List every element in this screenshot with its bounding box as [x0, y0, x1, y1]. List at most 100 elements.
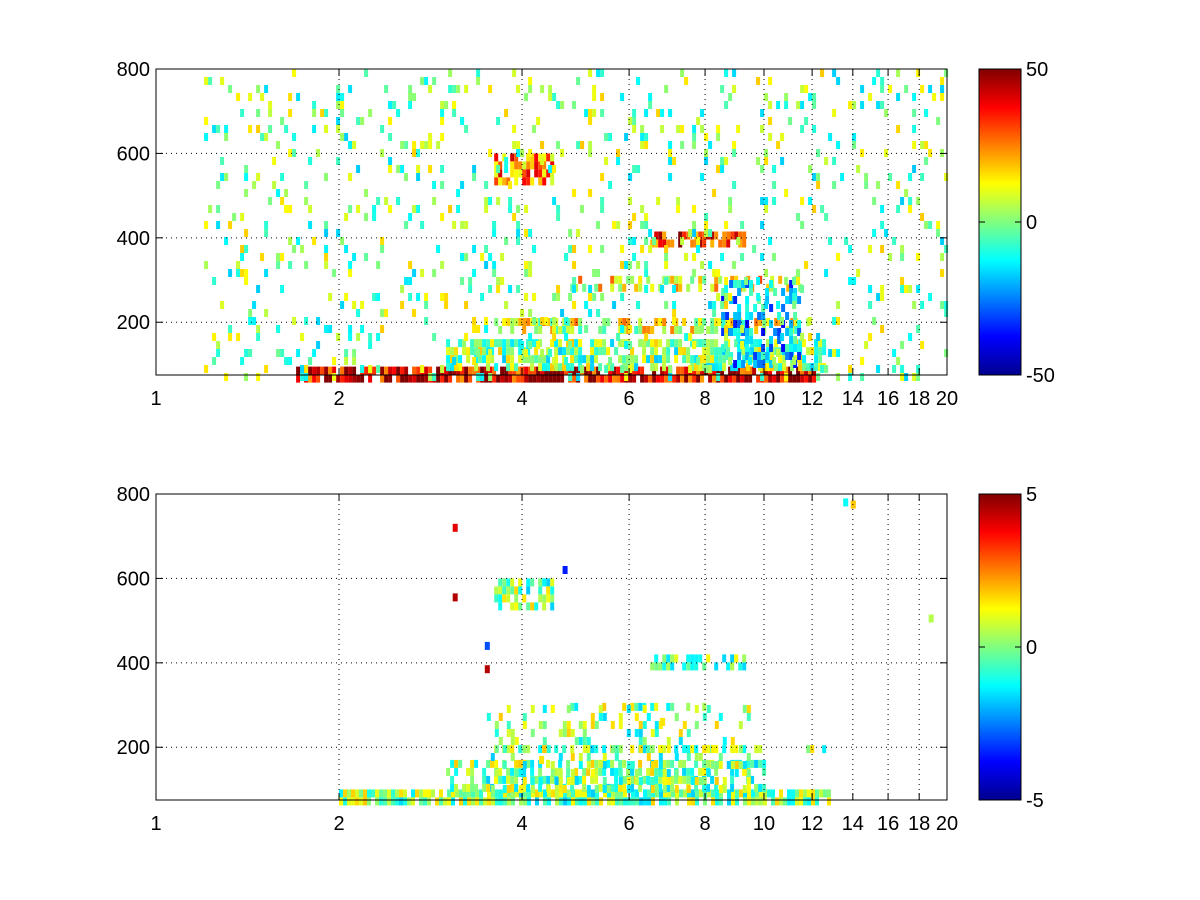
heatmap-cell: [666, 275, 671, 284]
heatmap-cell: [658, 239, 663, 248]
heatmap-cell: [679, 789, 683, 798]
heatmap-cell: [500, 277, 505, 285]
heatmap-cell: [436, 245, 441, 253]
heatmap-cell: [550, 761, 555, 769]
heatmap-cell: [650, 729, 655, 737]
heatmap-cell: [546, 169, 551, 178]
heatmap-cell: [456, 205, 461, 213]
heatmap-cell: [352, 349, 357, 357]
heatmap-cell: [785, 328, 790, 336]
heatmap-cell: [548, 374, 553, 383]
heatmap-cell: [526, 783, 531, 792]
heatmap-cell-highlight: [452, 523, 458, 532]
heatmap-cell: [576, 229, 581, 237]
heatmap-cell: [448, 69, 453, 77]
heatmap-cell: [590, 355, 595, 364]
heatmap-cell: [570, 318, 575, 326]
heatmap-cell: [728, 205, 733, 213]
heatmap-cell: [644, 333, 649, 341]
heatmap-cell: [522, 318, 527, 326]
heatmap-cell: [408, 85, 413, 93]
heatmap-cell: [498, 169, 503, 178]
y-tick-label: 400: [117, 653, 150, 675]
heatmap-cell: [598, 283, 603, 292]
heatmap-cell: [528, 374, 533, 383]
heatmap-cell: [860, 101, 865, 109]
heatmap-cell: [662, 363, 667, 372]
heatmap-cell: [912, 165, 917, 173]
heatmap-cell: [728, 293, 733, 301]
y-tick-label: 600: [117, 143, 150, 165]
heatmap-cell: [756, 157, 761, 165]
x-tick-label: 10: [753, 388, 775, 410]
heatmap-cell: [880, 77, 885, 85]
y-tick-label: 200: [117, 737, 150, 759]
heatmap-cell: [412, 205, 417, 213]
heatmap-cell: [482, 347, 487, 356]
heatmap-cell: [555, 789, 559, 798]
heatmap-cell: [608, 374, 613, 383]
heatmap-cell: [780, 333, 785, 341]
heatmap-cell: [702, 318, 707, 326]
heatmap-cell: [484, 205, 489, 213]
heatmap-cell: [648, 101, 653, 109]
heatmap-cell: [444, 301, 449, 309]
heatmap-cell: [395, 789, 399, 798]
heatmap-cell: [451, 797, 455, 806]
heatmap-cell: [450, 759, 455, 768]
heatmap-cell: [460, 253, 465, 261]
heatmap-cell: [372, 366, 377, 375]
heatmap-cell: [760, 125, 765, 133]
heatmap-cell: [722, 654, 727, 663]
heatmap-cell: [762, 318, 767, 326]
heatmap-cell: [904, 189, 909, 197]
heatmap-cell: [276, 325, 281, 333]
heatmap-cell: [738, 239, 743, 248]
x-tick-label: 2: [333, 388, 344, 410]
heatmap-cell: [578, 355, 583, 364]
colorbar-tick-label: 0: [1026, 212, 1037, 234]
heatmap-cell: [352, 141, 357, 149]
heatmap-cell: [820, 205, 825, 213]
heatmap-cell: [396, 109, 401, 117]
heatmap-cell: [536, 341, 541, 349]
heatmap-cell: [732, 141, 737, 149]
heatmap-cell: [620, 325, 625, 333]
heatmap-cell: [640, 133, 645, 141]
heatmap-cell: [280, 197, 285, 205]
heatmap-cell: [516, 229, 521, 237]
heatmap-cell: [674, 745, 679, 754]
heatmap-cell: [552, 93, 557, 101]
heatmap-cell: [743, 789, 747, 798]
heatmap-cell: [876, 69, 881, 77]
heatmap-cell: [640, 221, 645, 229]
heatmap-cell: [446, 347, 451, 356]
heatmap-cell: [753, 360, 758, 368]
heatmap-cell: [766, 283, 771, 292]
heatmap-cell: [672, 317, 677, 325]
heatmap-cell: [495, 789, 499, 798]
heatmap-cell: [518, 355, 523, 364]
heatmap-cell: [518, 318, 523, 326]
heatmap-cell: [600, 205, 605, 213]
heatmap-cell: [264, 85, 269, 93]
heatmap-cell: [740, 325, 745, 333]
heatmap-cell: [588, 285, 593, 293]
heatmap-cell: [538, 177, 543, 186]
heatmap-cell: [789, 296, 794, 304]
heatmap-cell: [546, 759, 551, 768]
heatmap-cell: [876, 365, 881, 373]
heatmap-cell-highlight: [539, 755, 545, 764]
heatmap-cell: [836, 301, 841, 309]
heatmap-cell: [404, 374, 409, 383]
heatmap-cell: [264, 365, 269, 373]
heatmap-cell: [546, 578, 551, 587]
heatmap-cell: [658, 769, 663, 777]
heatmap-cell: [300, 245, 305, 253]
heatmap-cell: [504, 374, 509, 383]
heatmap-cell: [558, 363, 563, 372]
heatmap-cell: [691, 789, 695, 798]
heatmap-cell: [864, 341, 869, 349]
heatmap-cell: [578, 275, 583, 284]
